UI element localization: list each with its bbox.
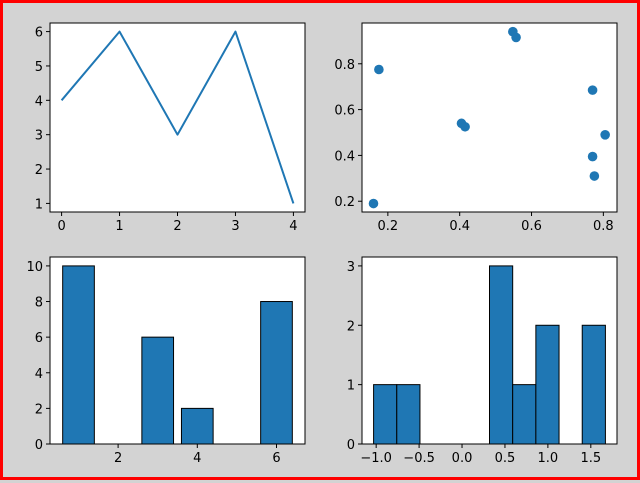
- scatter-point: [587, 85, 598, 95]
- y-tick-label: 0.2: [334, 195, 355, 210]
- histogram-bar: [535, 324, 560, 444]
- bar: [180, 407, 214, 444]
- y-tick-label: 2: [35, 163, 43, 178]
- bar: [141, 336, 175, 444]
- bar: [260, 301, 293, 444]
- scatter-point: [374, 64, 384, 75]
- x-tick-label: 4: [289, 219, 297, 234]
- histogram-bar: [489, 265, 514, 444]
- scatter-point: [368, 198, 379, 209]
- x-tick-label: 1: [115, 219, 123, 234]
- x-tick-label: 0.5: [495, 451, 516, 466]
- marks-group: [60, 30, 295, 204]
- histogram-bar: [396, 384, 421, 444]
- x-tick-label: 6: [272, 451, 280, 466]
- x-tick-label: 2: [173, 219, 181, 234]
- subplot-2: 0.2 0.4 0.6 0.8 0.2 0.4 0.6 0.8: [334, 22, 618, 234]
- y-tick-label: 4: [35, 367, 43, 382]
- histogram-bar: [581, 324, 606, 444]
- scatter-point: [589, 171, 600, 181]
- x-tick-label: 0.6: [521, 219, 542, 234]
- x-tick-label: −0.5: [403, 451, 435, 466]
- y-tick-label: 0.6: [334, 104, 355, 119]
- y-tick-label: 0.8: [334, 58, 355, 73]
- plot-area: [50, 23, 305, 212]
- axes-frame: [361, 256, 618, 445]
- x-tick-label: 4: [193, 451, 201, 466]
- y-tick-label: 2: [347, 319, 355, 334]
- x-tick-label: −1.0: [360, 451, 392, 466]
- y-tick-label: 5: [35, 60, 43, 75]
- x-tick-label: 0.2: [378, 219, 399, 234]
- y-tick-label: 1: [347, 379, 355, 394]
- histogram-bar: [373, 384, 398, 444]
- line-series: [60, 30, 295, 204]
- scatter-point: [511, 32, 521, 43]
- x-tick-label: 0.0: [452, 451, 473, 466]
- y-tick-label: 0: [35, 438, 43, 453]
- marks-group: [368, 26, 610, 209]
- y-tick-label: 0: [347, 438, 355, 453]
- y-tick-label: 10: [26, 260, 43, 275]
- subplot-4: −1.0 −0.5 0.0 0.5 1.0 1.5 0 1 2 3: [347, 256, 618, 466]
- y-tick-label: 6: [35, 331, 43, 346]
- marks-group: [373, 265, 606, 444]
- scatter-point: [460, 121, 470, 132]
- scatter-point: [587, 151, 598, 162]
- y-tick-label: 1: [35, 197, 43, 212]
- marks-group: [62, 265, 293, 444]
- subplot-3: 2 4 6 0 2 4 6 8 10: [26, 256, 306, 466]
- y-tick-label: 6: [35, 26, 43, 41]
- axes-frame: [49, 256, 306, 445]
- y-tick-label: 2: [35, 402, 43, 417]
- x-tick-label: 1.0: [538, 451, 559, 466]
- bar: [62, 265, 95, 444]
- y-tick-label: 0.4: [334, 149, 355, 164]
- x-tick-label: 0.4: [449, 219, 470, 234]
- x-tick-label: 1.5: [580, 451, 601, 466]
- x-tick-label: 0.8: [593, 219, 614, 234]
- histogram-bar: [512, 384, 537, 444]
- scatter-point: [600, 129, 610, 140]
- plot-area: [362, 23, 617, 212]
- x-tick-label: 3: [231, 219, 239, 234]
- y-tick-label: 4: [35, 94, 43, 109]
- y-tick-label: 3: [347, 260, 355, 275]
- x-tick-label: 2: [114, 451, 122, 466]
- x-tick-label: 0: [57, 219, 65, 234]
- y-tick-label: 8: [35, 296, 43, 311]
- axes-frame: [361, 22, 618, 213]
- y-tick-label: 3: [35, 129, 43, 144]
